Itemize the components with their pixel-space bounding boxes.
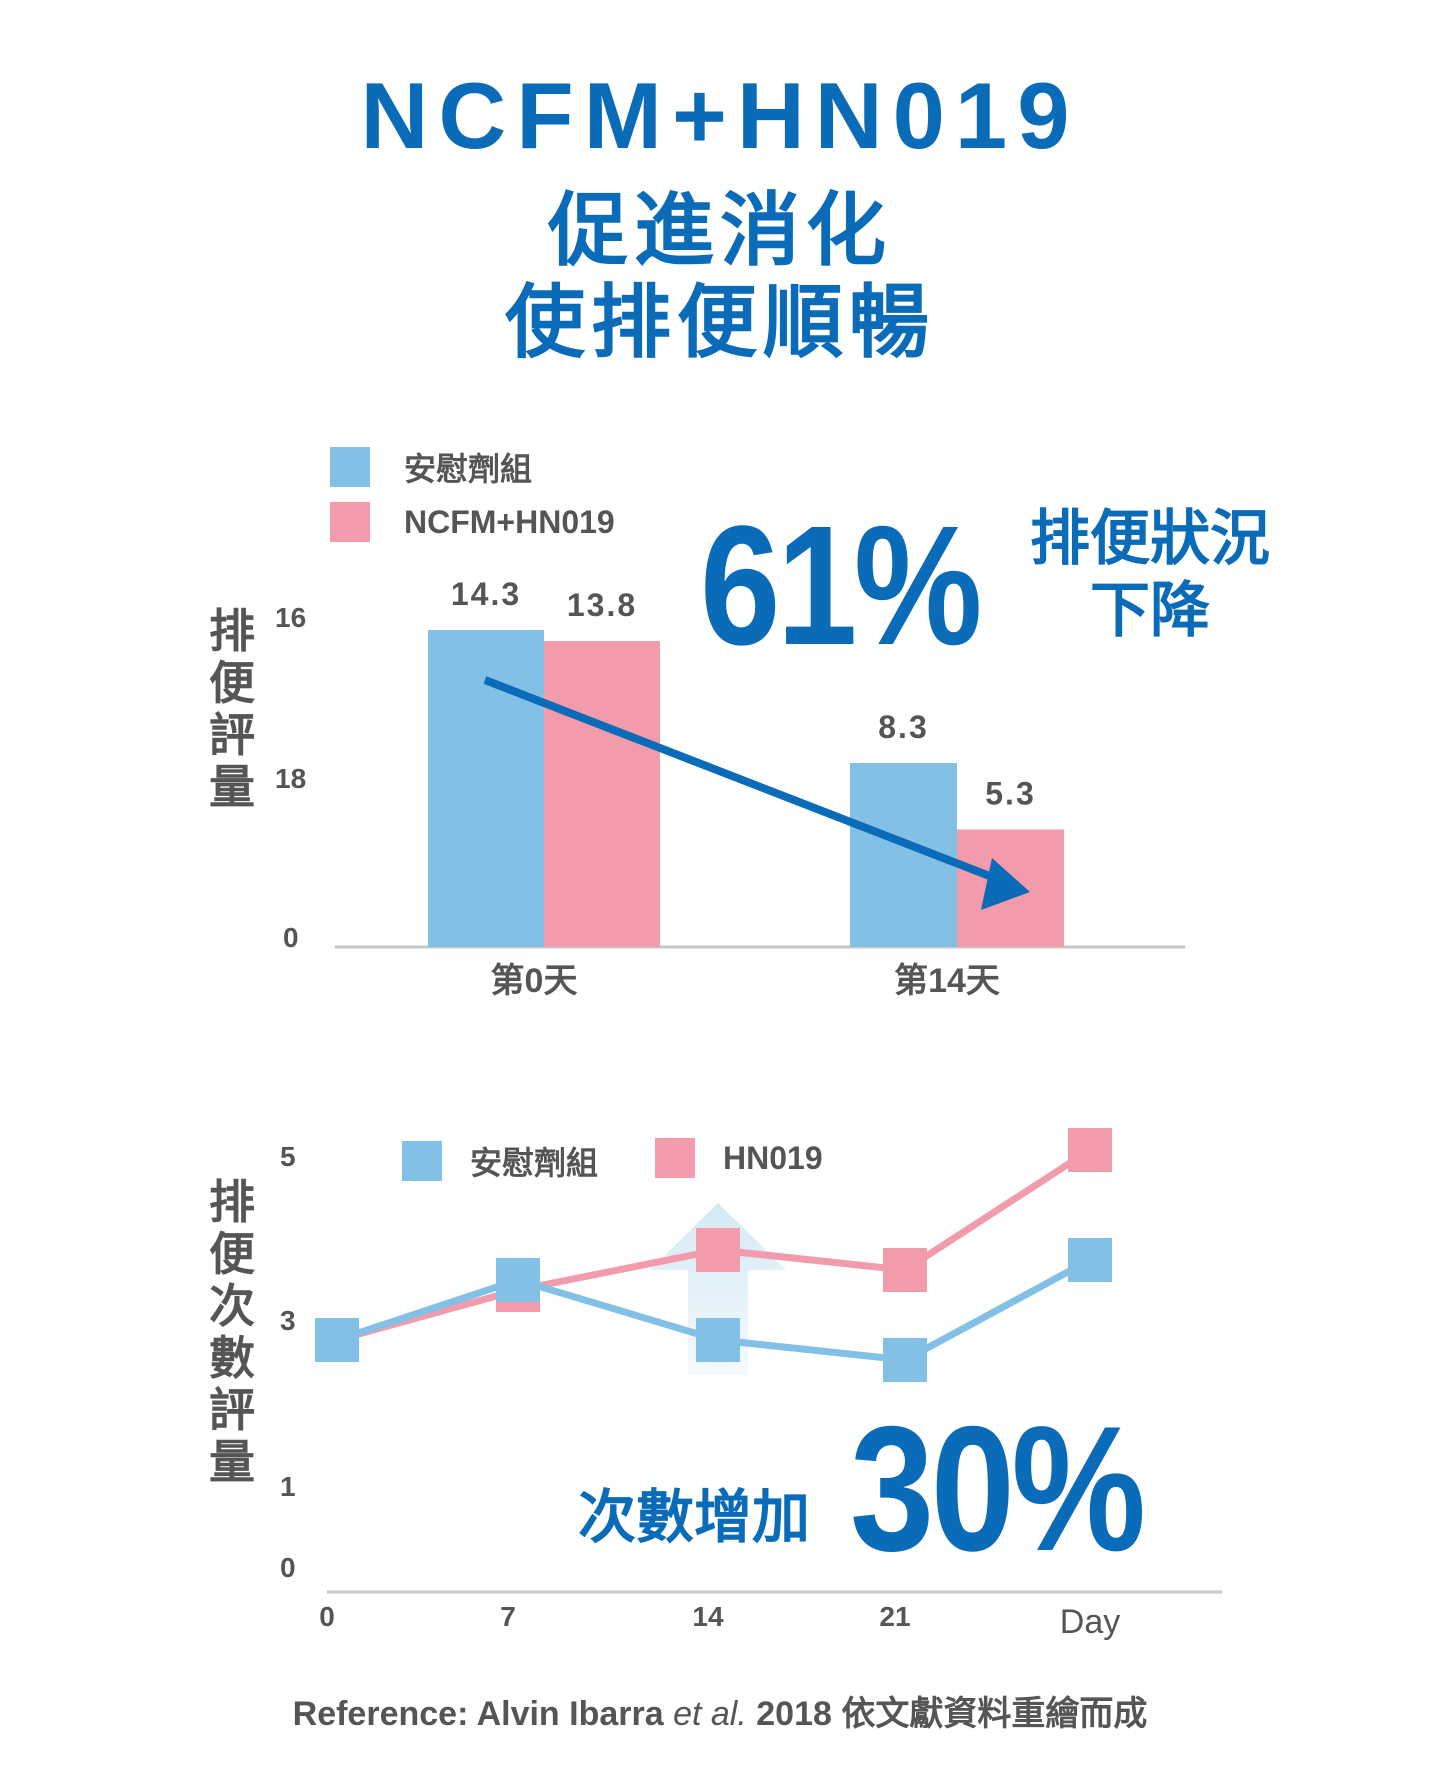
reference-prefix: Reference: Alvin Ibarra xyxy=(292,1695,664,1733)
top-highlight-percent: 61% xyxy=(700,491,982,681)
top-y-axis-label: 排便評量 xyxy=(209,604,255,814)
bottom-y-axis-label: 排便次數評量 xyxy=(209,1175,255,1489)
data-point xyxy=(1068,1238,1112,1282)
data-point xyxy=(696,1228,740,1272)
data-point xyxy=(1068,1128,1112,1172)
data-point xyxy=(883,1248,927,1292)
legend-label-treatment: NCFM+HN019 xyxy=(404,503,615,540)
bar-value-label: 8.3 xyxy=(878,709,928,745)
x-tick-label: 第14天 xyxy=(894,962,1000,1000)
reference-note: Reference: Alvin Ibarra et al. 2018 依文獻資… xyxy=(0,1686,1440,1735)
legend-swatch-hn019 xyxy=(655,1138,695,1178)
top-highlight-line-2: 下降 xyxy=(1090,576,1210,646)
x-tick-label: 14 xyxy=(692,1601,724,1632)
title-line-3: 使排便順暢 xyxy=(505,276,935,369)
top-highlight-line-1: 排便狀況 xyxy=(1030,504,1270,574)
reference-suffix: 2018 依文獻資料重繪而成 xyxy=(756,1695,1148,1733)
up-arrow-icon xyxy=(650,1203,786,1375)
legend-label-placebo-2: 安慰劑組 xyxy=(470,1145,599,1181)
data-point xyxy=(315,1318,359,1362)
legend-label-hn019: HN019 xyxy=(723,1139,823,1176)
legend-label-placebo: 安慰劑組 xyxy=(404,451,533,487)
bottom-y-tick: 1 xyxy=(280,1471,296,1502)
top-y-tick: 18 xyxy=(275,763,307,794)
arrowhead-icon xyxy=(981,858,1030,910)
data-point xyxy=(883,1338,927,1382)
top-y-tick: 16 xyxy=(275,602,307,633)
data-point xyxy=(496,1258,540,1302)
data-point xyxy=(696,1318,740,1362)
legend-swatch-treatment xyxy=(330,502,370,542)
bottom-y-tick: 0 xyxy=(280,1552,296,1583)
legend-swatch-placebo-2 xyxy=(402,1141,442,1181)
bar-value-label: 14.3 xyxy=(451,576,521,612)
bar-value-label: 5.3 xyxy=(985,776,1035,812)
x-tick-label: 21 xyxy=(879,1601,910,1632)
reference-etal: et al. xyxy=(673,1695,747,1733)
x-tick-label: 0 xyxy=(319,1601,335,1632)
legend-placebo: 安慰劑組 xyxy=(330,444,532,490)
x-tick-label: 第0天 xyxy=(491,962,578,1000)
legend-treatment: NCFM+HN019 xyxy=(330,502,615,542)
x-tick-label: Day xyxy=(1060,1603,1120,1641)
top-y-tick: 0 xyxy=(283,922,299,953)
bar-value-label: 13.8 xyxy=(567,587,637,623)
bottom-highlight-text: 次數增加 xyxy=(578,1483,811,1551)
bottom-y-tick: 5 xyxy=(280,1141,296,1172)
legend-swatch-placebo xyxy=(330,447,370,487)
bottom-highlight-percent: 30% xyxy=(850,1389,1146,1588)
title-line-1: NCFM+HN019 xyxy=(360,63,1080,168)
trend-down-arrow xyxy=(483,676,1007,886)
title-line-2: 促進消化 xyxy=(548,184,892,277)
bar xyxy=(544,641,660,947)
legend-hn019: HN019 xyxy=(655,1138,823,1178)
x-tick-label: 7 xyxy=(500,1601,516,1632)
top-highlight-text: 排便狀況 下降 xyxy=(1015,503,1285,647)
bottom-y-tick: 3 xyxy=(280,1305,296,1336)
legend-placebo-2: 安慰劑組 xyxy=(402,1138,598,1184)
